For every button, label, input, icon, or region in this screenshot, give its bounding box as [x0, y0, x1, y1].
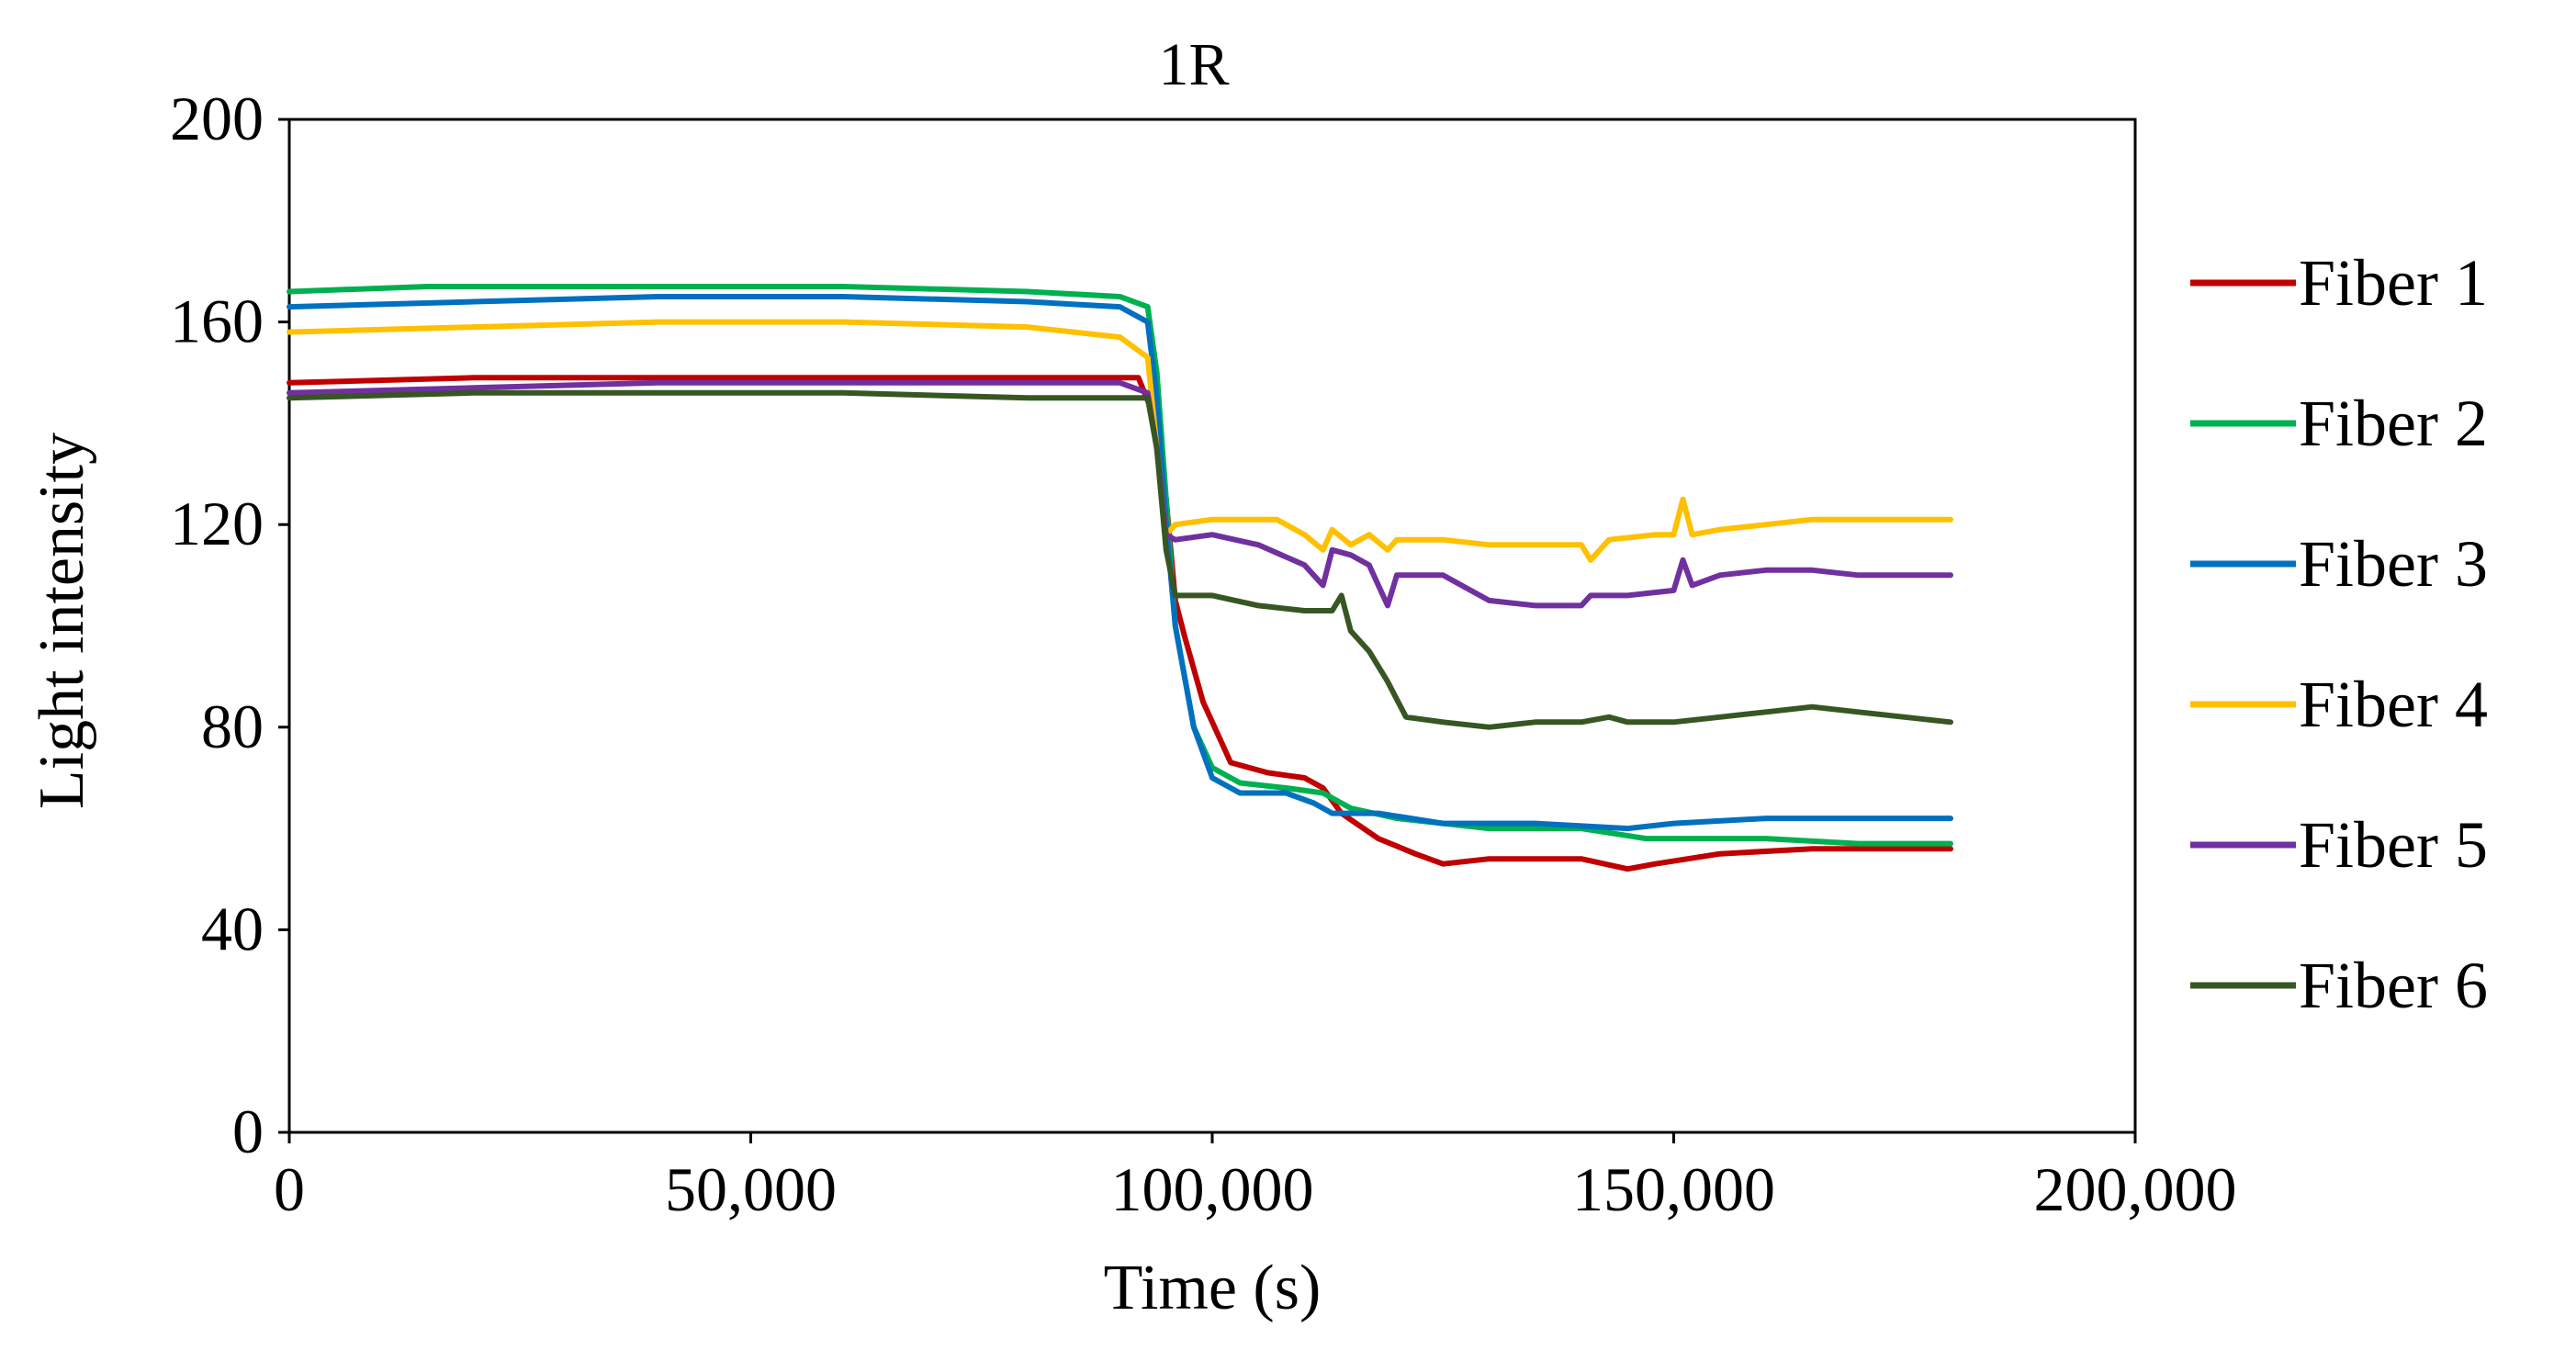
- x-tick-label: 50,000: [665, 1154, 837, 1224]
- x-tick-label: 0: [274, 1154, 305, 1224]
- series-lines: [287, 284, 1953, 872]
- legend-label-fiber-2: Fiber 2: [2299, 387, 2488, 460]
- x-tick-label: 200,000: [2034, 1154, 2237, 1224]
- series-line-fiber-5: [287, 379, 1953, 609]
- legend-label-fiber-6: Fiber 6: [2299, 949, 2488, 1022]
- y-tick-label: 0: [232, 1097, 264, 1166]
- y-tick-label: 40: [201, 894, 264, 963]
- legend: Fiber 1 Fiber 2 Fiber 3 Fiber 4 Fiber 5 Fiber…: [2190, 246, 2488, 1022]
- series-line-fiber-3: [287, 294, 1953, 832]
- x-tick-label: 150,000: [1572, 1154, 1775, 1224]
- y-tick-label: 160: [170, 287, 264, 356]
- legend-label-fiber-4: Fiber 4: [2299, 668, 2488, 741]
- series-line-fiber-4: [287, 319, 1953, 563]
- series-line-fiber-2: [287, 284, 1953, 847]
- y-axis-label: Light intensity: [27, 433, 97, 809]
- legend-label-fiber-1: Fiber 1: [2299, 246, 2488, 320]
- series-line-fiber-1: [287, 375, 1953, 872]
- legend-label-fiber-3: Fiber 3: [2299, 527, 2488, 601]
- axes: 0 40 80 120 160 200 0 50,000 100,000 150,000 200,0…: [170, 84, 2237, 1224]
- x-tick-label: 100,000: [1111, 1154, 1314, 1224]
- legend-label-fiber-5: Fiber 5: [2299, 808, 2488, 882]
- x-axis-label: Time (s): [1104, 1253, 1322, 1323]
- y-tick-label: 200: [170, 84, 264, 153]
- y-tick-label: 80: [201, 692, 264, 761]
- chart-title: 1R: [1158, 31, 1229, 98]
- y-tick-label: 120: [170, 489, 264, 558]
- series-line-fiber-6: [287, 389, 1953, 730]
